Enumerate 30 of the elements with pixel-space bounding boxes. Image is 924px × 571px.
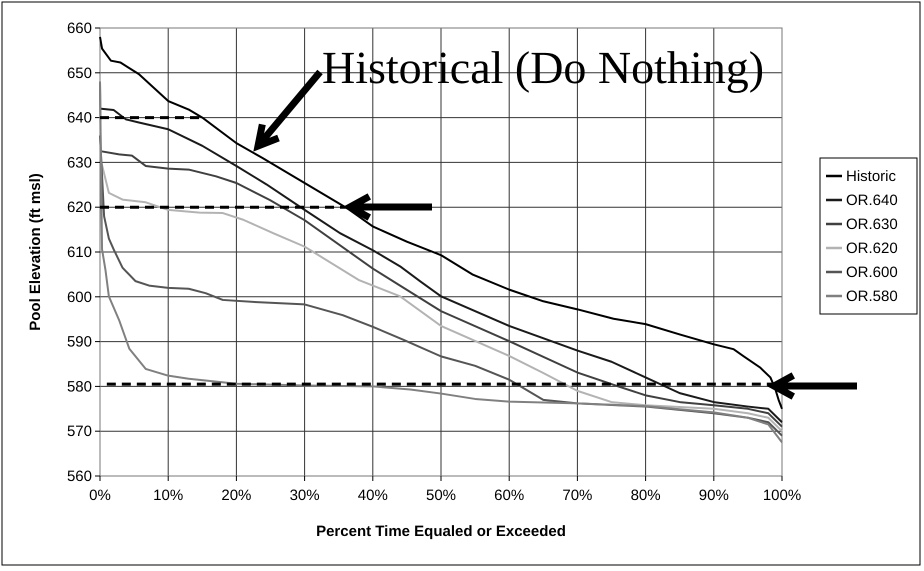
x-tick-label: 50%: [426, 487, 456, 504]
x-tick-label: 60%: [494, 487, 524, 504]
x-tick-label: 100%: [762, 487, 802, 504]
x-tick-label: 90%: [698, 487, 729, 504]
legend-label: OR.600: [846, 264, 898, 281]
legend-label: Historic: [846, 168, 896, 185]
y-tick-label: 660: [66, 20, 92, 37]
x-tick-label: 10%: [153, 487, 184, 504]
x-tick-label: 20%: [221, 487, 252, 504]
y-tick-label: 610: [66, 244, 92, 261]
y-tick-label: 580: [66, 378, 92, 396]
legend-label: OR.640: [846, 192, 898, 209]
x-tick-label: 70%: [562, 487, 592, 504]
x-tick-label: 0%: [89, 487, 111, 504]
y-tick-label: 650: [66, 64, 92, 82]
legend-label: OR.580: [846, 288, 898, 305]
y-tick-label: 570: [66, 423, 92, 440]
x-tick-label: 80%: [630, 487, 661, 504]
x-tick-label: 40%: [358, 487, 388, 504]
y-axis-title: Pool Elevation (ft msl): [27, 173, 44, 331]
y-tick-label: 640: [66, 110, 92, 127]
y-tick-label: 560: [66, 468, 92, 485]
x-tick-label: 30%: [290, 487, 320, 504]
y-tick-label: 590: [66, 334, 92, 351]
y-tick-label: 620: [66, 199, 92, 216]
x-axis-title: Percent Time Equaled or Exceeded: [316, 523, 566, 540]
y-tick-label: 600: [66, 288, 92, 306]
y-tick-label: 630: [66, 154, 92, 172]
legend-label: OR.620: [846, 240, 898, 257]
legend-label: OR.630: [846, 216, 898, 233]
